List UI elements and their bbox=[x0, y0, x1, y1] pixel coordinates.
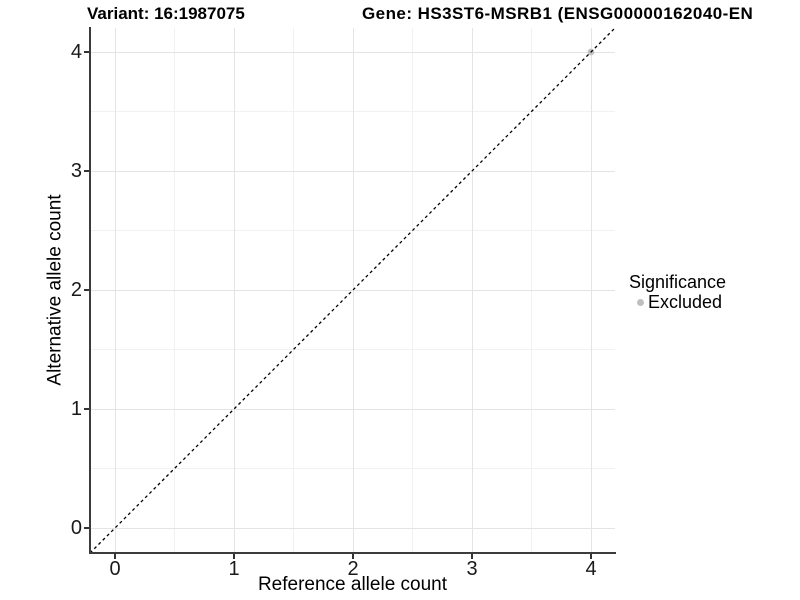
x-axis-line bbox=[89, 552, 616, 554]
identity-reference-line bbox=[90, 28, 615, 553]
major-gridline-horizontal bbox=[90, 170, 615, 172]
y-tick-label: 2 bbox=[70, 279, 82, 301]
legend-item-label: Excluded bbox=[648, 292, 723, 312]
legend: Significance Excluded bbox=[629, 272, 726, 312]
y-axis-line bbox=[89, 27, 91, 554]
x-tick-label: 3 bbox=[466, 558, 478, 580]
x-tick-mark bbox=[590, 554, 592, 559]
y-tick-mark bbox=[84, 170, 89, 172]
x-tick-mark bbox=[114, 554, 116, 559]
major-gridline-vertical bbox=[471, 28, 473, 553]
major-gridline-horizontal bbox=[90, 527, 615, 529]
minor-gridline-vertical bbox=[531, 28, 532, 553]
x-tick-mark bbox=[352, 554, 354, 559]
major-gridline-vertical bbox=[114, 28, 116, 553]
minor-gridline-vertical bbox=[293, 28, 294, 553]
y-tick-mark bbox=[84, 408, 89, 410]
legend-item: Excluded bbox=[629, 292, 726, 312]
y-tick-label: 3 bbox=[70, 160, 82, 182]
plot-panel bbox=[90, 28, 615, 553]
y-tick-mark bbox=[84, 51, 89, 53]
y-tick-label: 1 bbox=[70, 398, 82, 420]
y-tick-mark bbox=[84, 527, 89, 529]
major-gridline-vertical bbox=[352, 28, 354, 553]
x-tick-label: 0 bbox=[109, 558, 121, 580]
x-tick-label: 1 bbox=[228, 558, 240, 580]
major-gridline-horizontal bbox=[90, 408, 615, 410]
legend-point-icon bbox=[637, 298, 644, 306]
major-gridline-vertical bbox=[590, 28, 592, 553]
major-gridline-horizontal bbox=[90, 289, 615, 291]
x-tick-label: 2 bbox=[347, 558, 359, 580]
legend-title: Significance bbox=[629, 272, 727, 292]
x-tick-mark bbox=[471, 554, 473, 559]
legend-items: Excluded bbox=[629, 292, 726, 312]
minor-gridline-vertical bbox=[174, 28, 175, 553]
x-tick-label: 4 bbox=[585, 558, 597, 580]
major-gridline-vertical bbox=[233, 28, 235, 553]
major-gridline-horizontal bbox=[90, 51, 615, 53]
variant-title: Variant: 16:1987075 bbox=[87, 4, 245, 23]
x-axis-title: Reference allele count bbox=[257, 574, 448, 595]
y-tick-label: 4 bbox=[70, 41, 82, 63]
y-axis-title: Alternative allele count bbox=[44, 194, 66, 386]
panel-canvas bbox=[90, 28, 615, 553]
y-tick-mark bbox=[84, 289, 89, 291]
y-tick-label: 0 bbox=[70, 517, 82, 539]
x-tick-mark bbox=[233, 554, 235, 559]
gene-title: Gene: HS3ST6-MSRB1 (ENSG00000162040-EN bbox=[362, 4, 754, 23]
minor-gridline-vertical bbox=[412, 28, 413, 553]
